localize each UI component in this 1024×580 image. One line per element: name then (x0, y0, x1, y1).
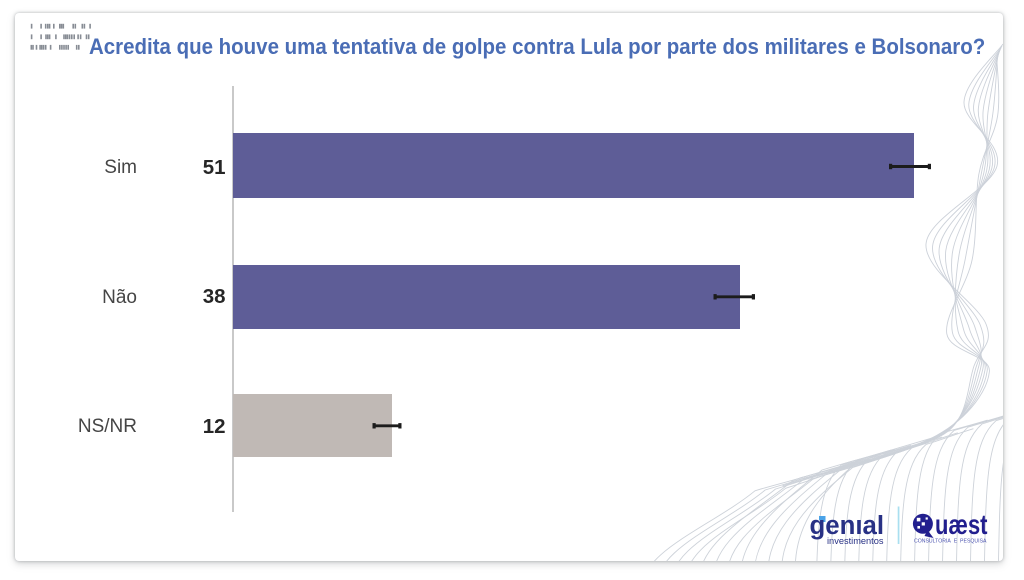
svg-text:uæst: uæst (935, 509, 988, 540)
svg-text:genıal: genıal (810, 512, 885, 540)
svg-text:investimentos: investimentos (827, 536, 884, 546)
svg-text:CONSULTORIA E PESQUISA: CONSULTORIA E PESQUISA (914, 538, 987, 544)
